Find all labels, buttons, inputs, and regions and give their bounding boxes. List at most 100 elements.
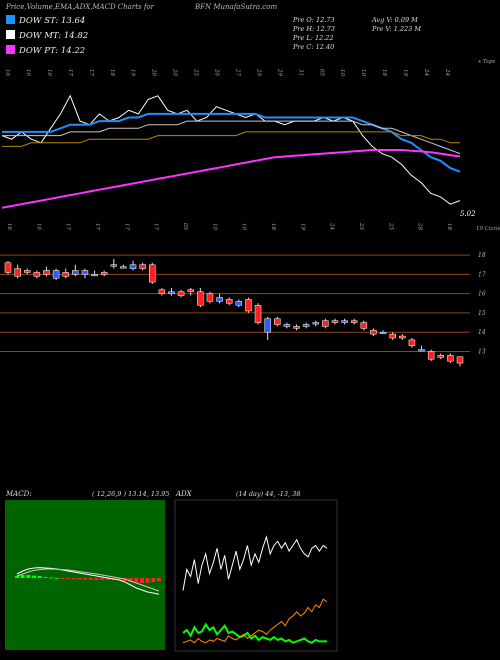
stat-low: Pre L: 12.22: [293, 34, 334, 42]
candle-body: [456, 356, 464, 364]
ema-date-tick: 18: [381, 69, 387, 76]
macd-chart: MACD: ( 12,26,9 ) 13.14, 13.95, -0.81: [5, 490, 170, 650]
ema-series-line: [1, 94, 461, 205]
adx-label: ADX: [175, 490, 193, 498]
chart-header-center: BFN MunafaSutra.com: [195, 3, 278, 11]
price-ytick-label: 18: [478, 252, 486, 259]
chart-header-left: Price,Volume,EMA,ADX,MACD Charts for: [6, 3, 154, 11]
candle-body: [350, 320, 358, 323]
macd-series-line: [16, 568, 160, 592]
stat-open: Pre O: 12.73: [293, 16, 335, 24]
candle-body: [360, 322, 368, 329]
price-ytick-label: 14: [478, 329, 486, 336]
macd-histogram-bar: [49, 577, 54, 579]
ema-date-tick: 16: [4, 69, 10, 76]
price-date-tick: 05: [182, 223, 188, 230]
ema-date-tick: 24: [444, 68, 450, 76]
macd-histogram-bar: [71, 578, 76, 580]
macd-histogram-bar: [43, 577, 48, 578]
candle-body: [129, 264, 137, 269]
candle-body: [91, 274, 98, 277]
price-chart: 16 16 17 17 17 17 05 10 10 18 19 24 25 25 28 18 19 Lizzi…: [0, 222, 500, 367]
ema-date-tick: 24: [423, 68, 429, 76]
candle-body: [120, 266, 127, 269]
ema-date-tick: 18: [109, 69, 115, 76]
ema-series-line: [2, 131, 460, 147]
macd-histogram-bar: [94, 578, 99, 580]
candle-body: [274, 318, 281, 325]
candle-body: [23, 270, 31, 273]
macd-histogram-bar: [105, 578, 110, 580]
candle-body: [187, 289, 194, 292]
legend-swatch: [6, 15, 15, 24]
ema-date-tick: 10: [360, 69, 366, 76]
macd-histogram-bar: [32, 575, 37, 578]
macd-histogram-bar: [20, 575, 25, 578]
candle-body: [4, 262, 12, 273]
macd-series-line: [16, 567, 160, 595]
price-date-tick: 17: [94, 223, 100, 230]
ema-corner-note: x Tsps: [478, 59, 495, 65]
ema-date-tick: 17: [88, 69, 94, 76]
ema-date-tick: 27: [234, 68, 240, 76]
candle-body: [283, 324, 291, 327]
macd-histogram-bar: [128, 578, 133, 582]
price-date-tick: 10: [241, 223, 247, 230]
macd-histogram-bar: [134, 578, 139, 583]
macd-histogram-bar: [15, 576, 19, 578]
macd-histogram-bar: [83, 578, 88, 580]
candle-body: [158, 289, 166, 294]
candle-body: [408, 339, 416, 346]
candle-body: [447, 355, 454, 362]
candle-body: [100, 272, 108, 275]
candle-body: [418, 349, 425, 352]
macd-params: ( 12,26,9 ) 13.14, 13.95, -0.81: [92, 490, 170, 498]
ema-chart: 16 16 16 17 17 18 19 20 20 25 26 27 29 29 31 05 10 10 18 19…: [1, 59, 495, 218]
price-date-tick: 17: [123, 223, 129, 230]
adx-panel-bg: [174, 499, 338, 652]
price-date-tick: 10: [211, 223, 217, 230]
adx-series-line: [182, 622, 327, 644]
stat-close: Pre C: 12.40: [293, 43, 335, 51]
macd-histogram-bar: [88, 578, 93, 580]
candle-body: [341, 320, 348, 323]
candle-body: [254, 304, 262, 323]
ema-date-tick: 29: [255, 68, 261, 76]
price-date-tick: 16: [35, 223, 41, 230]
macd-histogram-bar: [77, 578, 82, 580]
price-ytick-label: 15: [478, 310, 486, 317]
legend-dow-pt: DOW PT: 14.22: [6, 45, 85, 56]
macd-histogram-bar: [26, 575, 31, 578]
price-date-tick: 18: [270, 223, 276, 230]
macd-histogram-bar: [157, 578, 161, 582]
adx-params: (14 day) 44, -13, 38: [236, 490, 300, 498]
candle-body: [264, 318, 271, 333]
candle-body: [370, 330, 377, 335]
stat-high: Pre H: 12.73: [293, 25, 335, 33]
macd-histogram-bar: [145, 578, 150, 583]
ema-series-line: [1, 149, 461, 209]
macd-histogram-bar: [54, 577, 59, 579]
price-date-tick: 18: [446, 223, 452, 230]
ema-date-tick: 19: [402, 69, 408, 76]
macd-histogram-bar: [66, 578, 71, 579]
ema-date-tick: 20: [172, 68, 178, 76]
legend-dow-st: DOW ST: 13.64: [6, 15, 85, 26]
price-ytick-label: 17: [478, 271, 486, 278]
candle-body: [225, 299, 233, 304]
candle-body: [206, 293, 214, 302]
candle-body: [43, 270, 50, 275]
ema-series-line: [2, 112, 461, 173]
macd-histogram-bar: [151, 578, 156, 582]
candle-body: [33, 272, 41, 277]
legend-label: DOW PT: 14.22: [19, 46, 86, 56]
adx-series-line: [182, 598, 328, 644]
legend-label: DOW ST: 13.64: [19, 16, 86, 26]
price-corner-note: 19 Lizzie: [476, 226, 500, 232]
price-date-tick: 16: [6, 223, 12, 230]
ema-date-tick: 16: [46, 69, 52, 76]
ema-date-tick: 31: [297, 69, 303, 76]
price-date-tick: 28: [417, 222, 423, 230]
candle-body: [62, 272, 69, 277]
macd-label: MACD:: [5, 490, 32, 498]
